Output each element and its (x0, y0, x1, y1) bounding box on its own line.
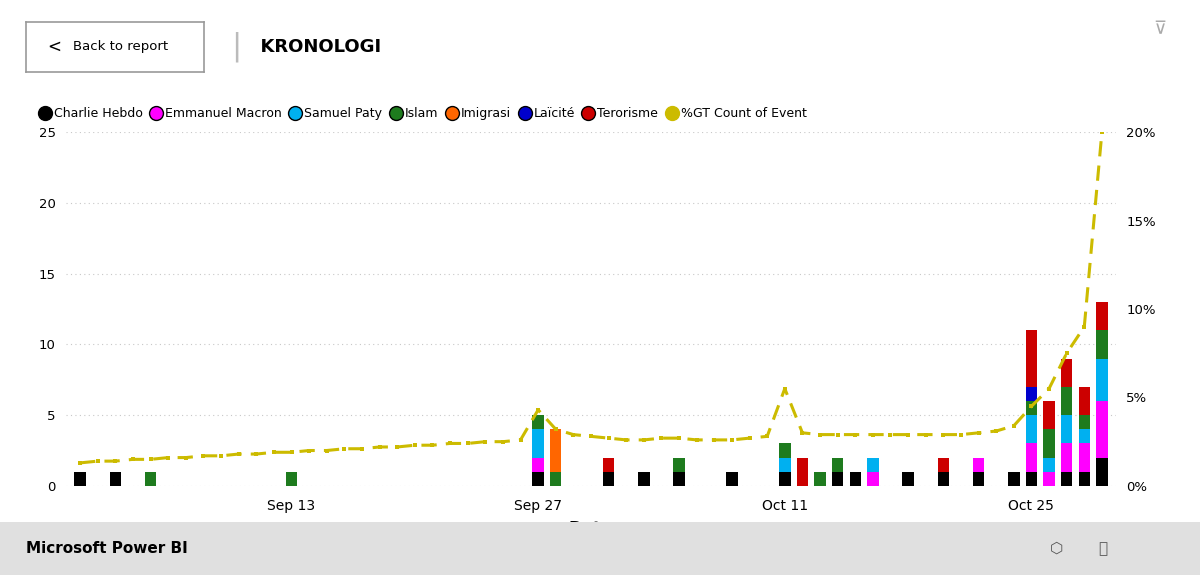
Bar (533, 458, 544, 472)
Bar (109, 472, 121, 486)
Bar (779, 443, 791, 458)
Bar (1061, 359, 1073, 387)
Bar (726, 472, 738, 486)
Bar (902, 472, 914, 486)
Bar (1096, 401, 1108, 458)
Bar (602, 458, 614, 472)
Bar (779, 458, 791, 472)
Bar (1079, 387, 1090, 415)
Bar (815, 472, 826, 486)
Bar (673, 458, 685, 472)
Bar (1061, 387, 1073, 415)
Bar (1043, 472, 1055, 486)
Bar (1061, 443, 1073, 471)
Bar (286, 472, 298, 486)
Bar (1096, 302, 1108, 330)
Bar (673, 472, 685, 486)
Bar (1079, 472, 1090, 486)
X-axis label: Date: Date (569, 520, 613, 538)
Bar (973, 472, 984, 486)
Bar (797, 458, 808, 486)
Bar (1026, 387, 1037, 401)
Text: Microsoft Power BI: Microsoft Power BI (26, 541, 188, 556)
Bar (1026, 415, 1037, 443)
Bar (832, 458, 844, 472)
Bar (937, 472, 949, 486)
Text: KRONOLOGI: KRONOLOGI (248, 38, 382, 56)
Text: <: < (48, 38, 61, 56)
Text: |: | (232, 32, 241, 63)
Bar (868, 472, 878, 486)
Bar (533, 415, 544, 430)
Bar (602, 472, 614, 486)
Bar (74, 472, 86, 486)
Bar (533, 430, 544, 458)
Bar (779, 472, 791, 486)
Bar (145, 472, 156, 486)
Bar (1026, 472, 1037, 486)
Bar (1008, 472, 1020, 486)
Bar (1079, 430, 1090, 443)
Bar (638, 472, 649, 486)
Bar (1026, 401, 1037, 415)
Text: ⬡: ⬡ (1050, 541, 1063, 556)
Bar (1043, 458, 1055, 472)
Bar (1026, 443, 1037, 471)
Bar (1096, 458, 1108, 486)
Bar (937, 458, 949, 472)
Bar (550, 430, 562, 471)
Bar (832, 472, 844, 486)
Bar (868, 458, 878, 472)
Bar (550, 472, 562, 486)
Bar (1079, 443, 1090, 471)
Bar (1096, 359, 1108, 401)
Bar (1026, 330, 1037, 387)
Bar (1079, 415, 1090, 430)
Text: ⤢: ⤢ (1098, 541, 1108, 556)
Bar (850, 472, 860, 486)
Bar (1043, 401, 1055, 430)
Bar (1096, 330, 1108, 359)
Legend: Charlie Hebdo, Emmanuel Macron, Samuel Paty, Islam, Imigrasi, Laïcité, Terorisme: Charlie Hebdo, Emmanuel Macron, Samuel P… (40, 107, 806, 120)
Bar (1043, 430, 1055, 458)
Text: ⊽: ⊽ (1153, 20, 1166, 38)
Text: Back to report: Back to report (72, 40, 168, 53)
Bar (973, 458, 984, 472)
Bar (1061, 472, 1073, 486)
Bar (533, 472, 544, 486)
Bar (1061, 415, 1073, 443)
